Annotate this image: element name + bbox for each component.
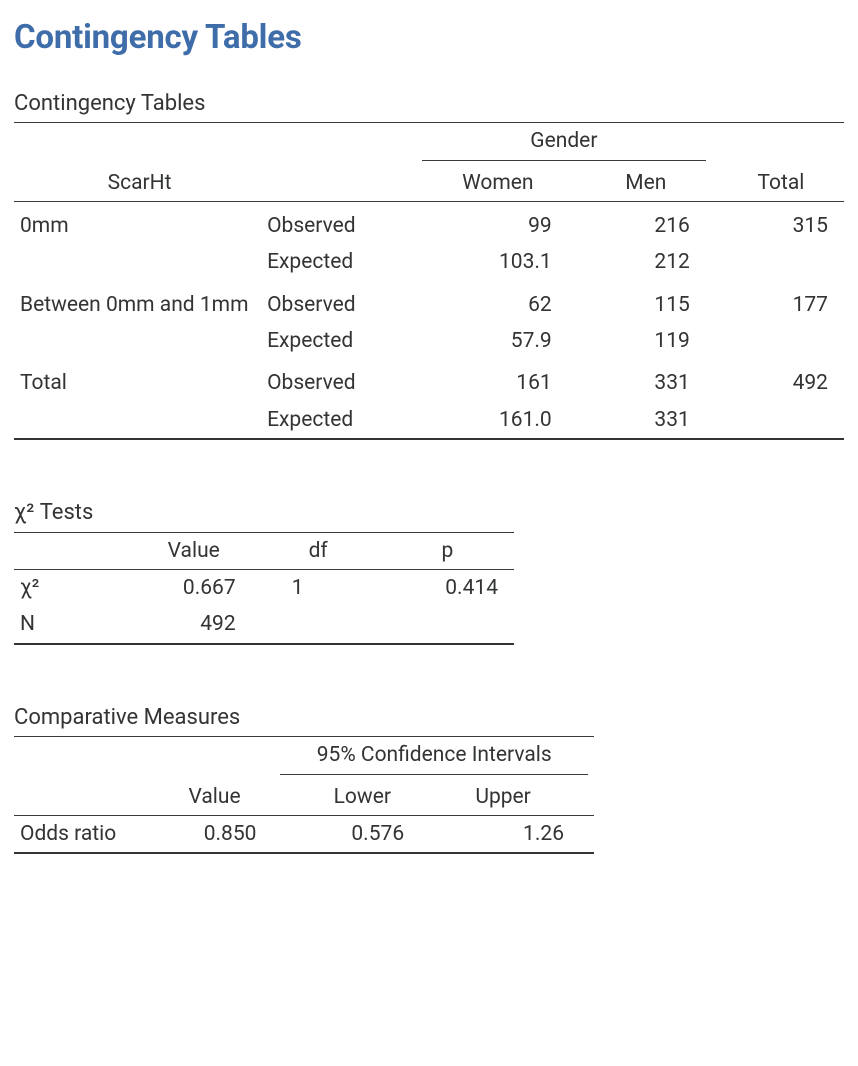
cell: 119 xyxy=(574,323,712,359)
page-title: Contingency Tables xyxy=(14,16,844,61)
contingency-section-title: Contingency Tables xyxy=(14,89,844,119)
stat-label-expected: Expected xyxy=(265,402,416,439)
cell: 177 xyxy=(712,281,844,323)
col-header-p: p xyxy=(375,532,514,569)
cell: 57.9 xyxy=(416,323,574,359)
comparative-table: 95% Confidence Intervals Value Lower Upp… xyxy=(14,736,594,854)
col-group-gender: Gender xyxy=(422,127,706,160)
stat-label-observed: Observed xyxy=(265,359,416,401)
cell: 0.667 xyxy=(120,570,262,607)
chisq-section-title: χ² Tests xyxy=(14,498,844,528)
cell: 212 xyxy=(574,244,712,280)
ci-group-label: 95% Confidence Intervals xyxy=(280,741,588,774)
cell: 331 xyxy=(574,359,712,401)
cell: 0.414 xyxy=(375,570,514,607)
cell: 115 xyxy=(574,281,712,323)
cell: 216 xyxy=(574,201,712,244)
col-header-df: df xyxy=(262,532,375,569)
cell: 161 xyxy=(416,359,574,401)
col-header-women: Women xyxy=(416,165,574,202)
row-name: 0mm xyxy=(14,201,265,244)
col-header-upper: Upper xyxy=(434,779,594,816)
row-name-total: Total xyxy=(14,359,265,401)
stat-label-expected: Expected xyxy=(265,244,416,280)
stat-label-observed: Observed xyxy=(265,281,416,323)
cell: 492 xyxy=(120,606,262,643)
cell: 62 xyxy=(416,281,574,323)
cell: 161.0 xyxy=(416,402,574,439)
cell: 315 xyxy=(712,201,844,244)
col-header-men: Men xyxy=(574,165,712,202)
cell: 1 xyxy=(262,570,375,607)
row-name: Between 0mm and 1mm xyxy=(14,281,265,323)
col-header-value: Value xyxy=(149,779,275,816)
row-name: Odds ratio xyxy=(14,816,149,854)
cell: 0.576 xyxy=(274,816,434,854)
row-var-label: ScarHt xyxy=(14,165,265,202)
cell xyxy=(262,606,375,643)
row-name: χ² xyxy=(14,570,120,607)
chisq-table: Value df p χ² 0.667 1 0.414 N 492 xyxy=(14,532,514,645)
cell: 99 xyxy=(416,201,574,244)
row-name: N xyxy=(14,606,120,643)
cell: 492 xyxy=(712,359,844,401)
col-header-lower: Lower xyxy=(274,779,434,816)
cell: 0.850 xyxy=(149,816,275,854)
comparative-section-title: Comparative Measures xyxy=(14,703,844,733)
cell: 103.1 xyxy=(416,244,574,280)
stat-label-observed: Observed xyxy=(265,201,416,244)
col-header-total: Total xyxy=(712,165,844,202)
cell xyxy=(375,606,514,643)
contingency-table: Gender ScarHt Women Men Total 0mm Observ… xyxy=(14,122,844,440)
cell: 331 xyxy=(574,402,712,439)
cell: 1.26 xyxy=(434,816,594,854)
col-header-value: Value xyxy=(120,532,262,569)
stat-label-expected: Expected xyxy=(265,323,416,359)
